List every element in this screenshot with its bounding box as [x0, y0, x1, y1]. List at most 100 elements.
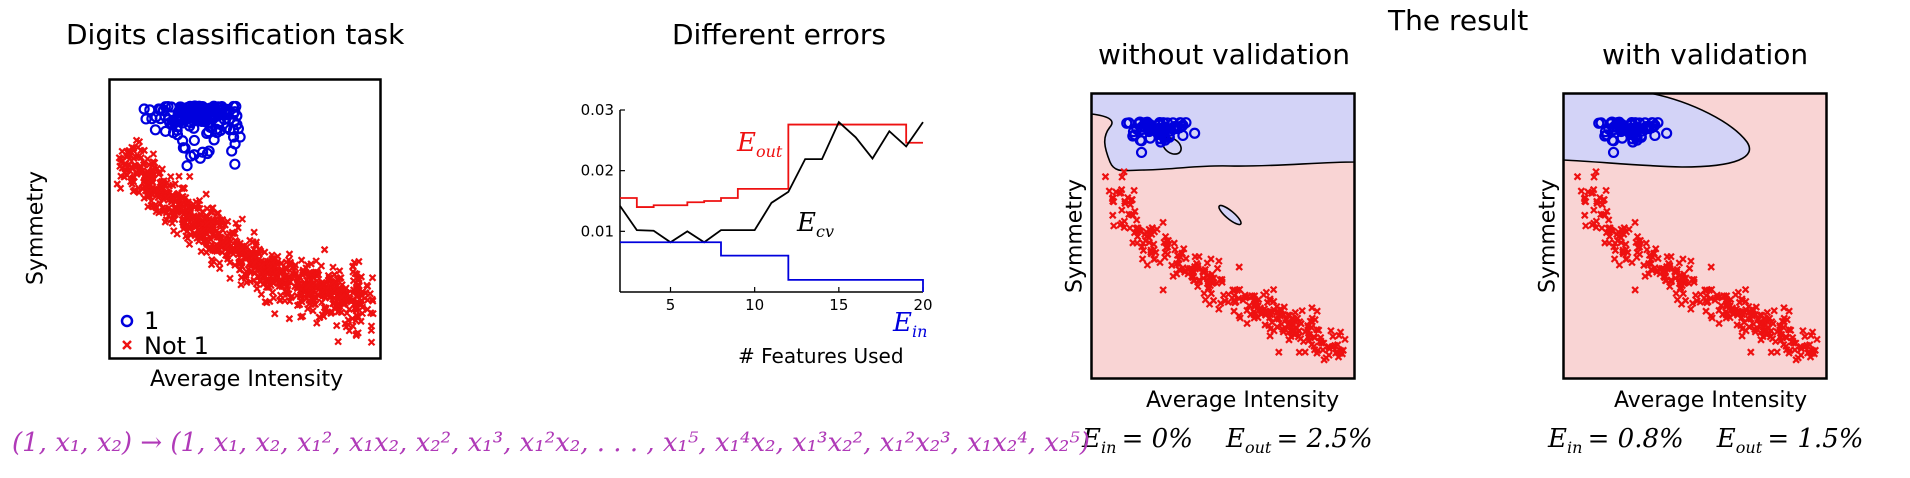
scatter-point-one — [227, 131, 240, 143]
scatter-point-not-one — [1701, 286, 1709, 294]
scatter-point-not-one — [1268, 318, 1276, 327]
scatter-point-not-one — [1747, 348, 1755, 356]
scatter-point-not-one — [1205, 300, 1214, 308]
scatter-point-one — [162, 113, 174, 126]
scatter-point-not-one — [185, 240, 194, 249]
scatter-point-not-one — [118, 147, 126, 156]
scatter-point-not-one — [1654, 254, 1662, 263]
scatter-point-not-one — [1276, 305, 1284, 314]
scatter-point-not-one — [149, 150, 158, 158]
scatter-point-not-one — [1729, 306, 1737, 314]
scatter-point-not-one — [168, 181, 177, 190]
panel3-ylabel: Symmetry — [1062, 178, 1088, 294]
scatter-point-not-one — [199, 226, 208, 235]
scatter-point-not-one — [304, 282, 312, 290]
scatter-point-not-one — [1769, 319, 1777, 328]
scatter-point-one — [177, 142, 190, 154]
scatter-point-not-one — [1777, 330, 1786, 339]
scatter-point-not-one — [1235, 263, 1243, 271]
scatter-point-not-one — [350, 299, 359, 308]
scatter-point-not-one — [1667, 277, 1676, 286]
scatter-point-not-one — [284, 290, 292, 298]
scatter-point-not-one — [1807, 331, 1815, 340]
scatter-point-not-one — [1301, 348, 1309, 356]
scatter-point-not-one — [1187, 268, 1196, 276]
scatter-point-not-one — [311, 300, 320, 309]
scatter-point-not-one — [1108, 211, 1117, 220]
scatter-point-not-one — [293, 301, 302, 310]
scatter-point-not-one — [1143, 261, 1152, 269]
scatter-point-not-one — [298, 312, 307, 320]
scatter-point-not-one — [335, 267, 344, 275]
scatter-point-not-one — [1112, 188, 1120, 196]
scatter-point-not-one — [1619, 230, 1628, 239]
scatter-point-not-one — [361, 294, 369, 303]
scatter-point-not-one — [309, 307, 317, 315]
scatter-point-not-one — [351, 269, 359, 278]
scatter-point-not-one — [1331, 341, 1339, 350]
scatter-point-not-one — [1622, 255, 1630, 263]
scatter-point-not-one — [1593, 199, 1601, 208]
x-tick-label: 5 — [666, 296, 676, 314]
scatter-point-not-one — [1779, 323, 1788, 332]
scatter-point-not-one — [1182, 254, 1190, 263]
scatter-point-not-one — [1189, 276, 1198, 285]
scatter-point-not-one — [1634, 243, 1642, 252]
scatter-point-not-one — [261, 276, 269, 284]
scatter-point-not-one — [1173, 259, 1181, 268]
scatter-point-not-one — [148, 185, 157, 193]
scatter-point-not-one — [305, 300, 314, 308]
scatter-point-not-one — [1118, 206, 1126, 214]
ecv-curve-label: Ecv — [797, 208, 834, 242]
scatter-point-not-one — [361, 289, 370, 297]
scatter-point-not-one — [1606, 224, 1614, 232]
scatter-point-not-one — [1590, 173, 1598, 181]
scatter-point-one — [1661, 127, 1673, 139]
scatter-point-one — [231, 110, 243, 122]
scatter-point-not-one — [1635, 250, 1644, 259]
scatter-point-not-one — [1310, 333, 1318, 341]
scatter-point-not-one — [215, 259, 224, 267]
panel1-xlabel: Average Intensity — [150, 367, 344, 392]
scatter-point-not-one — [156, 199, 164, 208]
scatter-point-not-one — [1134, 224, 1142, 232]
scatter-point-not-one — [1284, 321, 1293, 329]
scatter-point-not-one — [268, 288, 277, 297]
scatter-point-not-one — [341, 319, 349, 328]
scatter-point-not-one — [1316, 337, 1325, 345]
scatter-point-not-one — [1229, 286, 1237, 294]
scatter-point-not-one — [1127, 210, 1136, 219]
scatter-point-not-one — [129, 144, 138, 153]
panel4-ylabel: Symmetry — [1535, 178, 1561, 294]
scatter-point-not-one — [1741, 285, 1750, 294]
legend-marker-not-one — [122, 340, 132, 350]
scatter-point-not-one — [218, 248, 227, 257]
scatter-point-not-one — [1679, 255, 1687, 263]
scatter-point-not-one — [195, 237, 203, 245]
scatter-point-not-one — [1757, 336, 1765, 344]
legend-label-not-one: Not 1 — [144, 332, 209, 360]
scatter-point-not-one — [208, 208, 216, 216]
scatter-point-not-one — [1770, 306, 1778, 315]
scatter-point-not-one — [1615, 261, 1624, 269]
panel4-frame — [1562, 92, 1828, 380]
scatter-point-not-one — [135, 137, 144, 146]
scatter-point-not-one — [197, 247, 206, 256]
scatter-point-not-one — [1621, 240, 1630, 249]
scatter-point-not-one — [163, 193, 172, 202]
scatter-point-not-one — [1643, 245, 1651, 254]
scatter-point-not-one — [145, 161, 154, 169]
panel3-decision-plot — [1090, 92, 1356, 380]
scatter-point-not-one — [312, 257, 320, 265]
scatter-point-not-one — [1782, 342, 1790, 351]
scatter-point-not-one — [1768, 334, 1777, 343]
scatter-point-not-one — [1335, 331, 1343, 340]
scatter-point-not-one — [1130, 186, 1138, 195]
scatter-point-not-one — [1599, 210, 1608, 219]
scatter-point-not-one — [231, 236, 240, 245]
scatter-point-not-one — [143, 155, 152, 163]
scatter-point-not-one — [1702, 307, 1710, 315]
scatter-point-not-one — [1610, 255, 1619, 263]
panel2-xlabel: # Features Used — [738, 344, 904, 368]
scatter-point-not-one — [158, 177, 166, 186]
